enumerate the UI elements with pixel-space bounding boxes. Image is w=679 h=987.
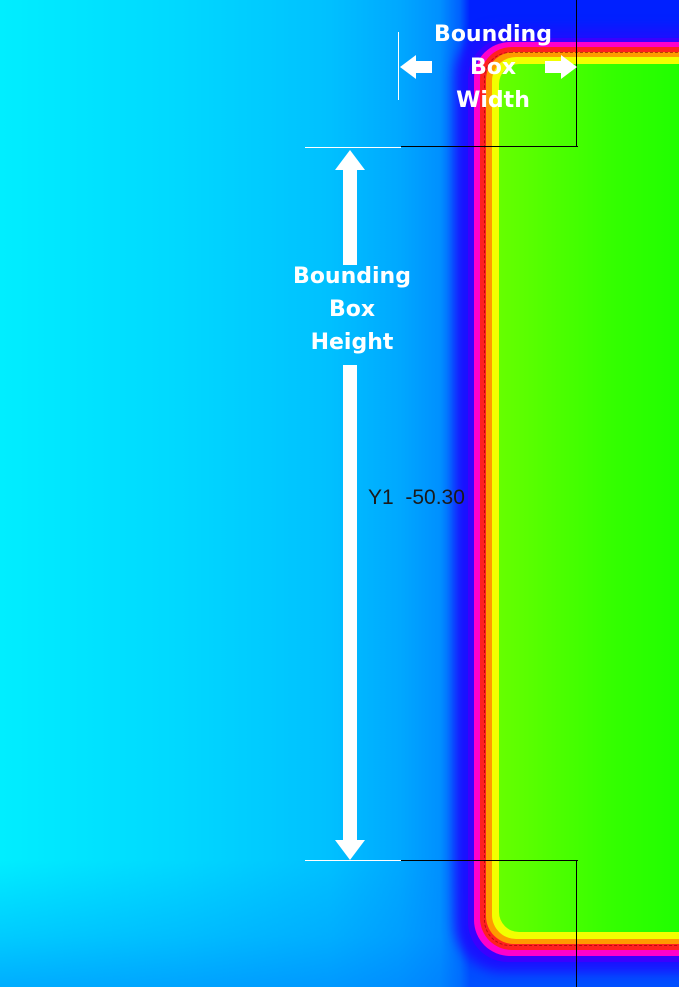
height-label-line: Height <box>310 330 394 355</box>
width-label-line: Bounding <box>434 22 552 47</box>
height-arrow-down-icon <box>335 840 365 860</box>
width-arrow-right-shaft <box>545 61 563 73</box>
bounding-box-right-line-bottom <box>576 860 577 987</box>
height-label-line: Box <box>328 297 376 322</box>
width-arrow-left-icon <box>400 55 416 79</box>
y1-readout-value: -50.30 <box>405 486 465 509</box>
bounding-box-width-label: Bounding Box Width <box>433 18 553 117</box>
height-reference-bottom-line <box>305 860 401 861</box>
block-interior-green <box>499 64 679 932</box>
dotted-outline <box>484 52 679 946</box>
width-arrow-right-icon <box>561 55 577 79</box>
y1-readout-label: Y1 <box>368 486 394 509</box>
height-arrow-up-icon <box>335 150 365 170</box>
height-arrow-shaft-upper <box>343 168 357 265</box>
bounding-box-top-line <box>401 146 578 147</box>
width-arrow-left-shaft <box>414 61 432 73</box>
height-reference-top-line <box>305 147 401 148</box>
y1-coordinate-readout: Y1 -50.30 <box>368 486 465 510</box>
bounding-box-bottom-line <box>401 860 578 861</box>
width-label-line: Width <box>456 88 530 113</box>
height-arrow-shaft-lower <box>343 365 357 845</box>
width-label-line: Box <box>469 55 517 80</box>
width-reference-left-line <box>398 32 399 100</box>
height-label-line: Bounding <box>293 264 411 289</box>
bounding-box-height-label: Bounding Box Height <box>292 260 412 359</box>
